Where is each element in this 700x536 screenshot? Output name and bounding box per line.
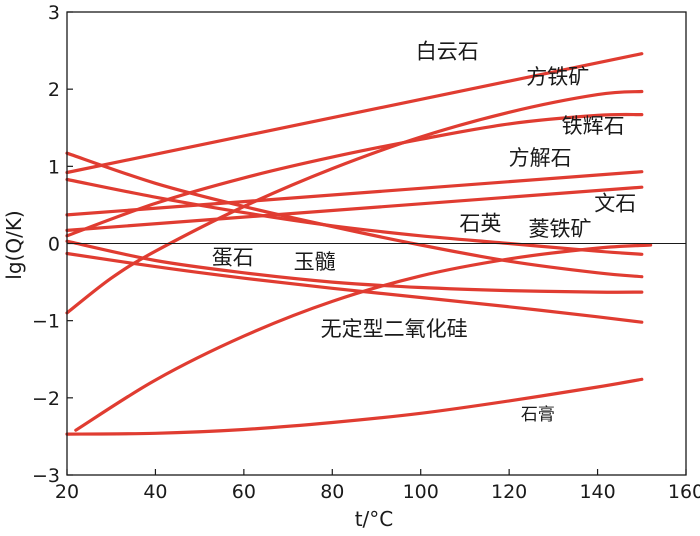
series-label: 石英 [459, 211, 501, 235]
series-6-line [65, 151, 644, 279]
y-tick-label: 3 [48, 2, 60, 24]
series-10-line [74, 243, 653, 432]
y-tick-label: 1 [48, 156, 60, 178]
series-label: 菱铁矿 [528, 217, 591, 241]
series-8-line [65, 251, 644, 324]
series-1-line [65, 52, 644, 175]
series-label: 玉髓 [294, 250, 336, 274]
x-tick-label: 40 [143, 481, 167, 503]
y-tick-label: −1 [32, 311, 60, 333]
series-2-line [65, 89, 644, 315]
x-axis-title: t/°C [355, 507, 394, 531]
x-tick-label: 120 [491, 481, 527, 503]
y-tick-label: 2 [48, 79, 60, 101]
series-label: 白云石 [416, 39, 479, 63]
series-9-line [65, 239, 644, 294]
x-tick-label: 100 [403, 481, 439, 503]
y-tick-label: 0 [48, 234, 60, 256]
series-label: 方解石 [509, 146, 572, 170]
x-tick-label: 80 [320, 481, 344, 503]
x-tick-label: 140 [579, 481, 615, 503]
x-tick-label: 60 [232, 481, 256, 503]
y-tick-label: −2 [32, 388, 60, 410]
series-3-line [65, 112, 644, 238]
series-11-line [65, 377, 644, 436]
series-label: 蛋石 [212, 245, 254, 269]
series-label: 铁辉石 [562, 114, 625, 138]
series-label: 方铁矿 [526, 65, 589, 89]
series-4-line [65, 170, 644, 217]
x-tick-label: 160 [668, 481, 700, 503]
x-tick-label: 20 [55, 481, 79, 503]
series-label: 文石 [594, 191, 636, 215]
plot-lines [65, 52, 653, 436]
series-5-line [65, 185, 644, 232]
y-tick-label: −3 [32, 465, 60, 487]
series-label: 无定型二氧化硅 [321, 317, 468, 341]
y-axis-title: lg(Q/K) [2, 210, 26, 279]
series-label: 石膏 [521, 404, 555, 425]
axis-ticks: 20 40 60 80 100 120 140 160 −3 −2 −1 0 1 2 3 [32, 2, 700, 503]
